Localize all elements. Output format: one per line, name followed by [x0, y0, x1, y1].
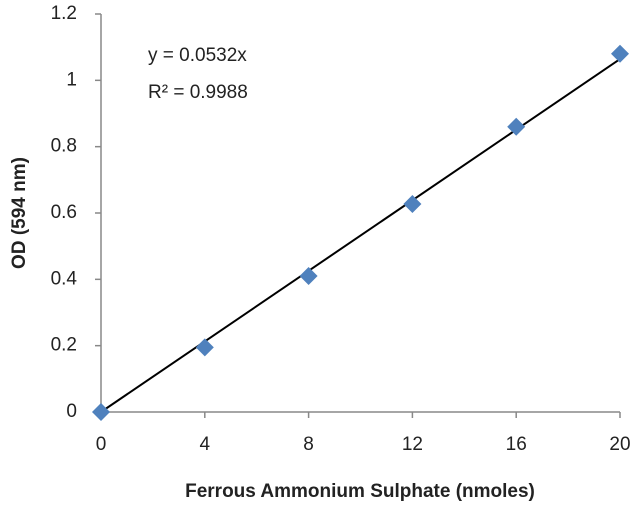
y-tick-label: 1 [66, 69, 77, 90]
x-tick-label: 20 [609, 434, 630, 455]
y-tick-label: 0 [66, 401, 77, 422]
data-point [299, 267, 318, 286]
x-tick-label: 0 [96, 434, 107, 455]
trendline [100, 58, 621, 413]
trendline-equation: y = 0.0532x [148, 45, 247, 66]
data-point [403, 195, 422, 214]
y-tick-label: 0.8 [51, 136, 77, 157]
x-tick-label: 16 [506, 434, 527, 455]
data-point [92, 403, 110, 421]
y-tick-label: 0.4 [51, 268, 78, 289]
data-point [195, 338, 214, 357]
x-tick-label: 4 [200, 434, 211, 455]
data-point [507, 117, 526, 136]
x-axis-title: Ferrous Ammonium Sulphate (nmoles) [185, 481, 535, 502]
r-squared: R² = 0.9988 [148, 82, 248, 103]
data-point [611, 44, 629, 63]
x-tick-label: 8 [303, 434, 314, 455]
y-axis-title: OD (594 nm) [9, 157, 30, 269]
x-tick-label: 12 [402, 434, 423, 455]
y-tick-label: 0.6 [51, 202, 77, 223]
y-tick-label: 1.2 [51, 3, 77, 24]
y-tick-label: 0.2 [51, 335, 77, 356]
